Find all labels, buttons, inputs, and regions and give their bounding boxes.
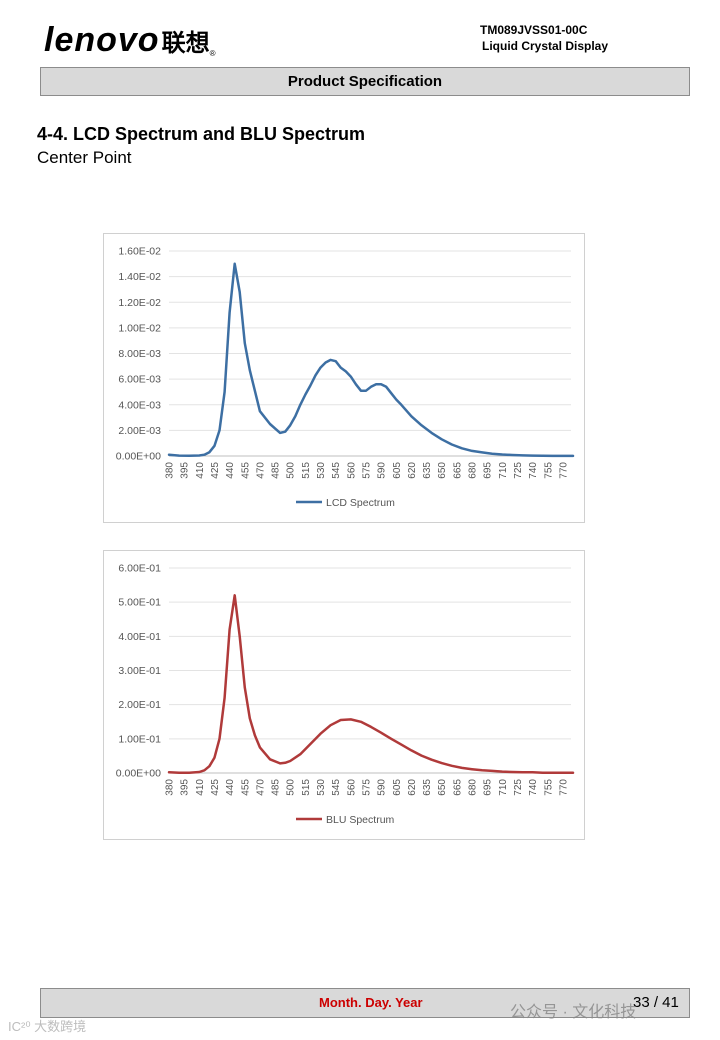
blu-x-tick-label: 485: [271, 779, 282, 796]
lcd-x-tick-label: 380: [165, 462, 176, 479]
blu-x-tick-label: 650: [437, 779, 448, 796]
lcd-x-tick-label: 545: [331, 462, 342, 479]
lcd-x-tick-label: 440: [225, 462, 236, 479]
blu-x-tick-label: 635: [422, 779, 433, 796]
document-code: TM089JVSS01-00C: [480, 23, 588, 37]
lcd-y-tick-label: 1.00E-02: [118, 322, 161, 334]
blu-x-tick-label: 515: [301, 779, 312, 796]
lcd-y-tick-label: 0.00E+00: [116, 451, 161, 463]
blu-spectrum-plot: 0.00E+00 1.00E-01 2.00E-01 3.00E-01 4.00E-01…: [116, 563, 575, 826]
footer-bar: Month. Day. Year 33 / 41: [40, 988, 690, 1018]
blu-y-tick-label: 3.00E-01: [118, 665, 161, 677]
blu-y-tick-label: 6.00E-01: [118, 563, 161, 575]
lcd-x-tick-label: 560: [346, 462, 357, 479]
lcd-x-tick-label: 635: [422, 462, 433, 479]
lcd-x-tick-label: 725: [513, 462, 524, 479]
lcd-x-tick-label: 470: [255, 462, 266, 479]
lcd-x-tick-label: 620: [407, 462, 418, 479]
blu-y-tick-label: 2.00E-01: [118, 699, 161, 711]
lcd-x-tick-label: 650: [437, 462, 448, 479]
document-type: Liquid Crystal Display: [482, 39, 609, 53]
lcd-y-tick-label: 1.40E-02: [118, 271, 161, 283]
section-title: 4-4. LCD Spectrum and BLU Spectrum: [37, 124, 366, 144]
registered-mark: ®: [209, 49, 216, 58]
blu-x-tick-label: 380: [165, 779, 176, 796]
blu-x-tick-label: 740: [528, 779, 539, 796]
lcd-y-tick-label: 2.00E-03: [118, 425, 161, 437]
lcd-x-tick-label: 455: [240, 462, 251, 479]
logo-chinese: 联想: [161, 29, 210, 57]
blu-x-tick-label: 770: [558, 779, 569, 796]
blu-x-tick-label: 470: [255, 779, 266, 796]
blu-legend-label: BLU Spectrum: [326, 814, 395, 826]
lcd-x-tick-label: 665: [452, 462, 463, 479]
section-subtitle: Center Point: [37, 148, 132, 167]
blu-x-tick-label: 710: [498, 779, 509, 796]
lcd-y-tick-label: 1.60E-02: [118, 246, 161, 258]
lcd-x-tick-label: 740: [528, 462, 539, 479]
lcd-x-tick-label: 410: [195, 462, 206, 479]
blu-x-tick-label: 620: [407, 779, 418, 796]
blu-spectrum-chart: 0.00E+00 1.00E-01 2.00E-01 3.00E-01 4.00E-01…: [103, 550, 585, 840]
lcd-x-tick-label: 485: [271, 462, 282, 479]
footer-date: Month. Day. Year: [319, 995, 423, 1010]
blu-y-tick-label: 4.00E-01: [118, 631, 161, 643]
lcd-series-line: [167, 262, 575, 458]
lcd-x-tick-label: 425: [210, 462, 221, 479]
logo-wordmark: lenovo: [44, 21, 160, 59]
blu-x-tick-label: 530: [316, 779, 327, 796]
lcd-x-tick-label: 710: [498, 462, 509, 479]
blu-x-tick-label: 395: [180, 779, 191, 796]
watermark-left: IC²⁰ 大数跨境: [8, 1019, 87, 1034]
lcd-y-tick-label: 8.00E-03: [118, 348, 161, 360]
lcd-spectrum-plot: 0.00E+00 2.00E-03 4.00E-03 6.00E-03 8.00E-03…: [116, 246, 575, 509]
lcd-y-tick-label: 6.00E-03: [118, 374, 161, 386]
blu-x-tick-label: 695: [483, 779, 494, 796]
lcd-x-tick-label: 755: [543, 462, 554, 479]
lcd-x-tick-label: 575: [361, 462, 372, 479]
blu-x-tick-label: 665: [452, 779, 463, 796]
blu-x-tick-label: 575: [361, 779, 372, 796]
blu-x-tick-label: 500: [286, 779, 297, 796]
lenovo-logo: lenovo联想®: [44, 22, 215, 58]
blu-x-tick-label: 680: [468, 779, 479, 796]
lcd-x-tick-label: 500: [286, 462, 297, 479]
lcd-spectrum-chart: 0.00E+00 2.00E-03 4.00E-03 6.00E-03 8.00E-03…: [103, 233, 585, 523]
blu-x-tick-label: 590: [377, 779, 388, 796]
blu-x-tick-label: 455: [240, 779, 251, 796]
blu-series-line: [167, 594, 575, 774]
blu-y-tick-label: 0.00E+00: [116, 768, 161, 780]
blu-x-tick-label: 410: [195, 779, 206, 796]
lcd-x-tick-label: 515: [301, 462, 312, 479]
blu-y-tick-label: 5.00E-01: [118, 597, 161, 609]
lcd-y-tick-label: 1.20E-02: [118, 297, 161, 309]
page-number: 33 / 41: [633, 994, 679, 1011]
lcd-x-tick-label: 680: [468, 462, 479, 479]
watermark-right: 公众号 · 文化科技: [510, 1004, 637, 1021]
blu-x-tick-label: 755: [543, 779, 554, 796]
blu-x-tick-label: 560: [346, 779, 357, 796]
spec-title-bar: Product Specification: [40, 67, 690, 96]
blu-x-tick-label: 545: [331, 779, 342, 796]
lcd-legend-label: LCD Spectrum: [326, 497, 395, 509]
blu-x-tick-label: 425: [210, 779, 221, 796]
lcd-x-tick-label: 395: [180, 462, 191, 479]
lcd-x-tick-label: 695: [483, 462, 494, 479]
spec-title: Product Specification: [287, 73, 443, 90]
document-info: TM089JVSS01-00C Liquid Crystal Display: [480, 22, 680, 54]
blu-y-tick-label: 1.00E-01: [118, 733, 161, 745]
lcd-x-tick-label: 605: [392, 462, 403, 479]
lcd-x-tick-label: 590: [377, 462, 388, 479]
blu-x-tick-label: 440: [225, 779, 236, 796]
blu-x-tick-label: 605: [392, 779, 403, 796]
lcd-y-tick-label: 4.00E-03: [118, 399, 161, 411]
lcd-x-tick-label: 770: [558, 462, 569, 479]
lcd-x-tick-label: 530: [316, 462, 327, 479]
blu-x-tick-label: 725: [513, 779, 524, 796]
